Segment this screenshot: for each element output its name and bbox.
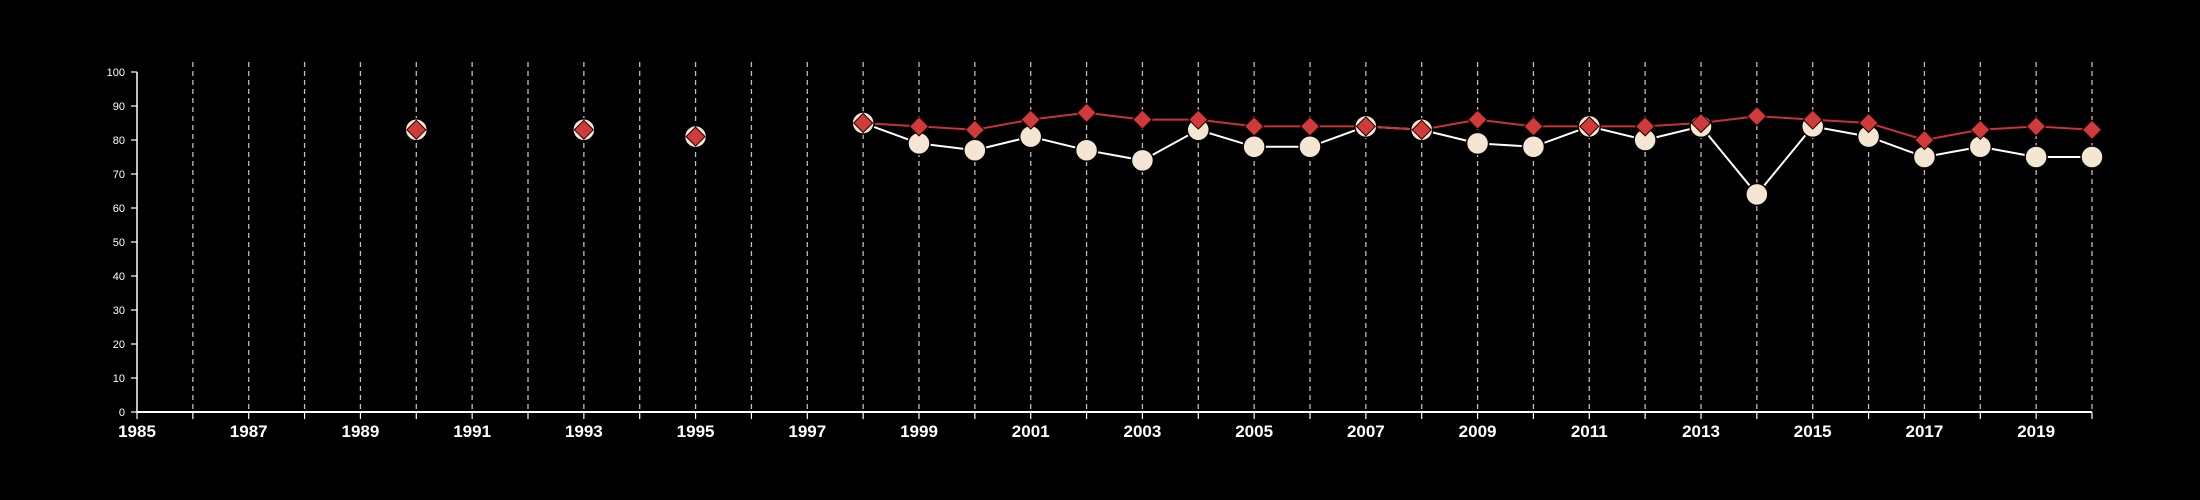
x-tick-label: 2017	[1906, 422, 1944, 441]
x-tick-label: 1995	[677, 422, 715, 441]
series-1-point	[1802, 109, 1823, 130]
y-tick-label: 100	[107, 67, 125, 79]
y-tick-label: 40	[113, 271, 125, 283]
y-tick-label: 30	[113, 305, 125, 317]
series-0-point	[1465, 131, 1490, 156]
series-1-point	[2025, 116, 2047, 137]
series-1-point	[1914, 129, 1935, 151]
y-tick-label: 0	[119, 407, 125, 419]
series-1-point	[1299, 116, 1321, 137]
series-0-point	[1242, 135, 1266, 159]
axes-layer: 0 10 20 30 40 50 60 70 80 90 100 1985 1987 1989 1991 19…	[107, 67, 2093, 441]
series-1-point	[1188, 109, 1209, 130]
y-tick-label: 50	[113, 237, 125, 249]
series-layer	[404, 102, 2104, 207]
x-tick-label: 2005	[1235, 422, 1273, 441]
x-tick-label: 2009	[1459, 422, 1497, 441]
series-0-point	[1130, 148, 1155, 173]
series-1-point	[1076, 102, 1097, 124]
x-tick-label: 2001	[1012, 422, 1050, 441]
series-1-point	[1579, 116, 1600, 137]
x-tick-label: 1985	[118, 422, 156, 441]
y-tick-label: 20	[113, 339, 125, 351]
x-tick-label: 1989	[342, 422, 380, 441]
series-1-point	[406, 119, 427, 141]
series-1-point	[852, 112, 874, 134]
y-tick-label: 80	[113, 135, 125, 147]
x-tick-label: 2013	[1682, 422, 1720, 441]
series-1-point	[1523, 116, 1544, 137]
series-0-point	[1521, 135, 1546, 159]
series-1-point	[1634, 116, 1656, 137]
series-1-point	[1132, 109, 1153, 130]
series-0-point	[963, 138, 987, 162]
series-0-point	[2024, 145, 2048, 169]
series-1-point	[573, 119, 595, 141]
x-tick-label: 1987	[230, 422, 268, 441]
series-1-point	[1243, 116, 1265, 137]
x-tick-label: 1993	[565, 422, 603, 441]
x-tick-label: 2003	[1124, 422, 1162, 441]
grid-layer	[192, 62, 2093, 412]
series-0-point	[1745, 182, 1769, 207]
series-0-point	[2080, 145, 2104, 169]
x-tick-label: 1991	[453, 422, 491, 441]
series-1-point	[1746, 105, 1768, 127]
x-tick-label: 2007	[1347, 422, 1385, 441]
series-1-point	[2081, 119, 2103, 141]
series-1-point	[1467, 109, 1488, 130]
y-tick-label: 70	[113, 169, 125, 181]
series-1-point	[908, 116, 930, 137]
series-0-point	[1074, 138, 1099, 162]
series-1-point	[1355, 116, 1377, 137]
x-tick-label: 1997	[788, 422, 826, 441]
series-1-point	[964, 119, 986, 141]
series-1-point	[1970, 119, 1991, 141]
series-1-point	[1411, 119, 1432, 141]
y-tick-label: 10	[113, 373, 125, 385]
y-tick-label: 60	[113, 203, 125, 215]
x-tick-label: 2019	[2017, 422, 2055, 441]
y-tick-label: 90	[113, 101, 125, 113]
x-tick-label: 2011	[1571, 422, 1608, 441]
x-tick-label: 2015	[1794, 422, 1832, 441]
x-tick-label: 1999	[900, 422, 938, 441]
series-1-point	[1858, 112, 1879, 134]
series-1-point	[1690, 112, 1712, 134]
series-1-point	[685, 126, 706, 147]
series-0-point	[1298, 135, 1322, 159]
series-1-point	[1020, 109, 1041, 130]
